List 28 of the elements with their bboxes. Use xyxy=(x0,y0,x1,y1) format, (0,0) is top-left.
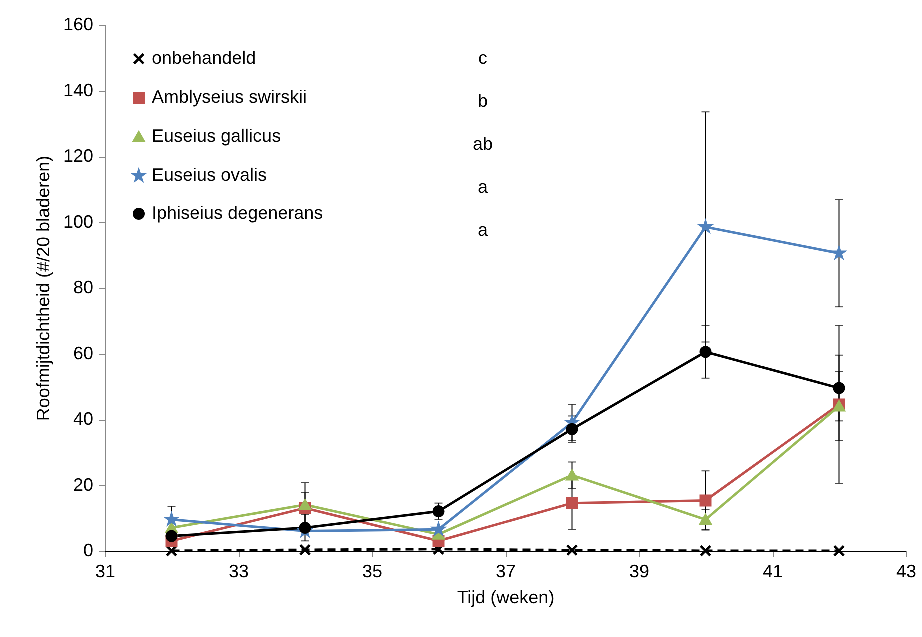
x-tick-label: 39 xyxy=(629,562,650,582)
y-tick-label: 0 xyxy=(83,540,94,560)
y-tick-label: 40 xyxy=(73,409,94,429)
x-tick-label: 35 xyxy=(362,562,383,582)
y-tick-label: 140 xyxy=(63,80,94,100)
y-axis-title: Roofmijtdichtheid (#/20 bladeren) xyxy=(33,156,54,422)
annotation: a xyxy=(478,220,489,240)
legend-label: Euseius gallicus xyxy=(152,126,282,146)
y-tick-label: 120 xyxy=(63,146,94,166)
x-tick-label: 43 xyxy=(896,562,917,582)
legend-label: Iphiseius degenerans xyxy=(152,203,324,223)
y-tick-label: 60 xyxy=(73,343,94,364)
x-tick-label: 37 xyxy=(496,562,516,582)
annotation: c xyxy=(478,48,488,68)
x-tick-label: 33 xyxy=(228,562,250,582)
annotation: a xyxy=(478,177,489,197)
annotation: b xyxy=(478,91,488,111)
x-axis-title: Tijd (weken) xyxy=(457,588,555,608)
annotation: ab xyxy=(472,134,494,154)
y-tick-label: 100 xyxy=(63,212,94,232)
legend-label: Euseius ovalis xyxy=(152,165,268,185)
legend-label: Amblyseius swirskii xyxy=(152,87,308,107)
y-tick-label: 20 xyxy=(73,474,94,495)
y-tick-label: 80 xyxy=(73,278,94,298)
legend-label: onbehandeld xyxy=(152,48,256,68)
y-tick-label: 160 xyxy=(63,14,94,34)
x-tick-label: 31 xyxy=(95,562,116,582)
x-tick-label: 41 xyxy=(762,562,784,582)
